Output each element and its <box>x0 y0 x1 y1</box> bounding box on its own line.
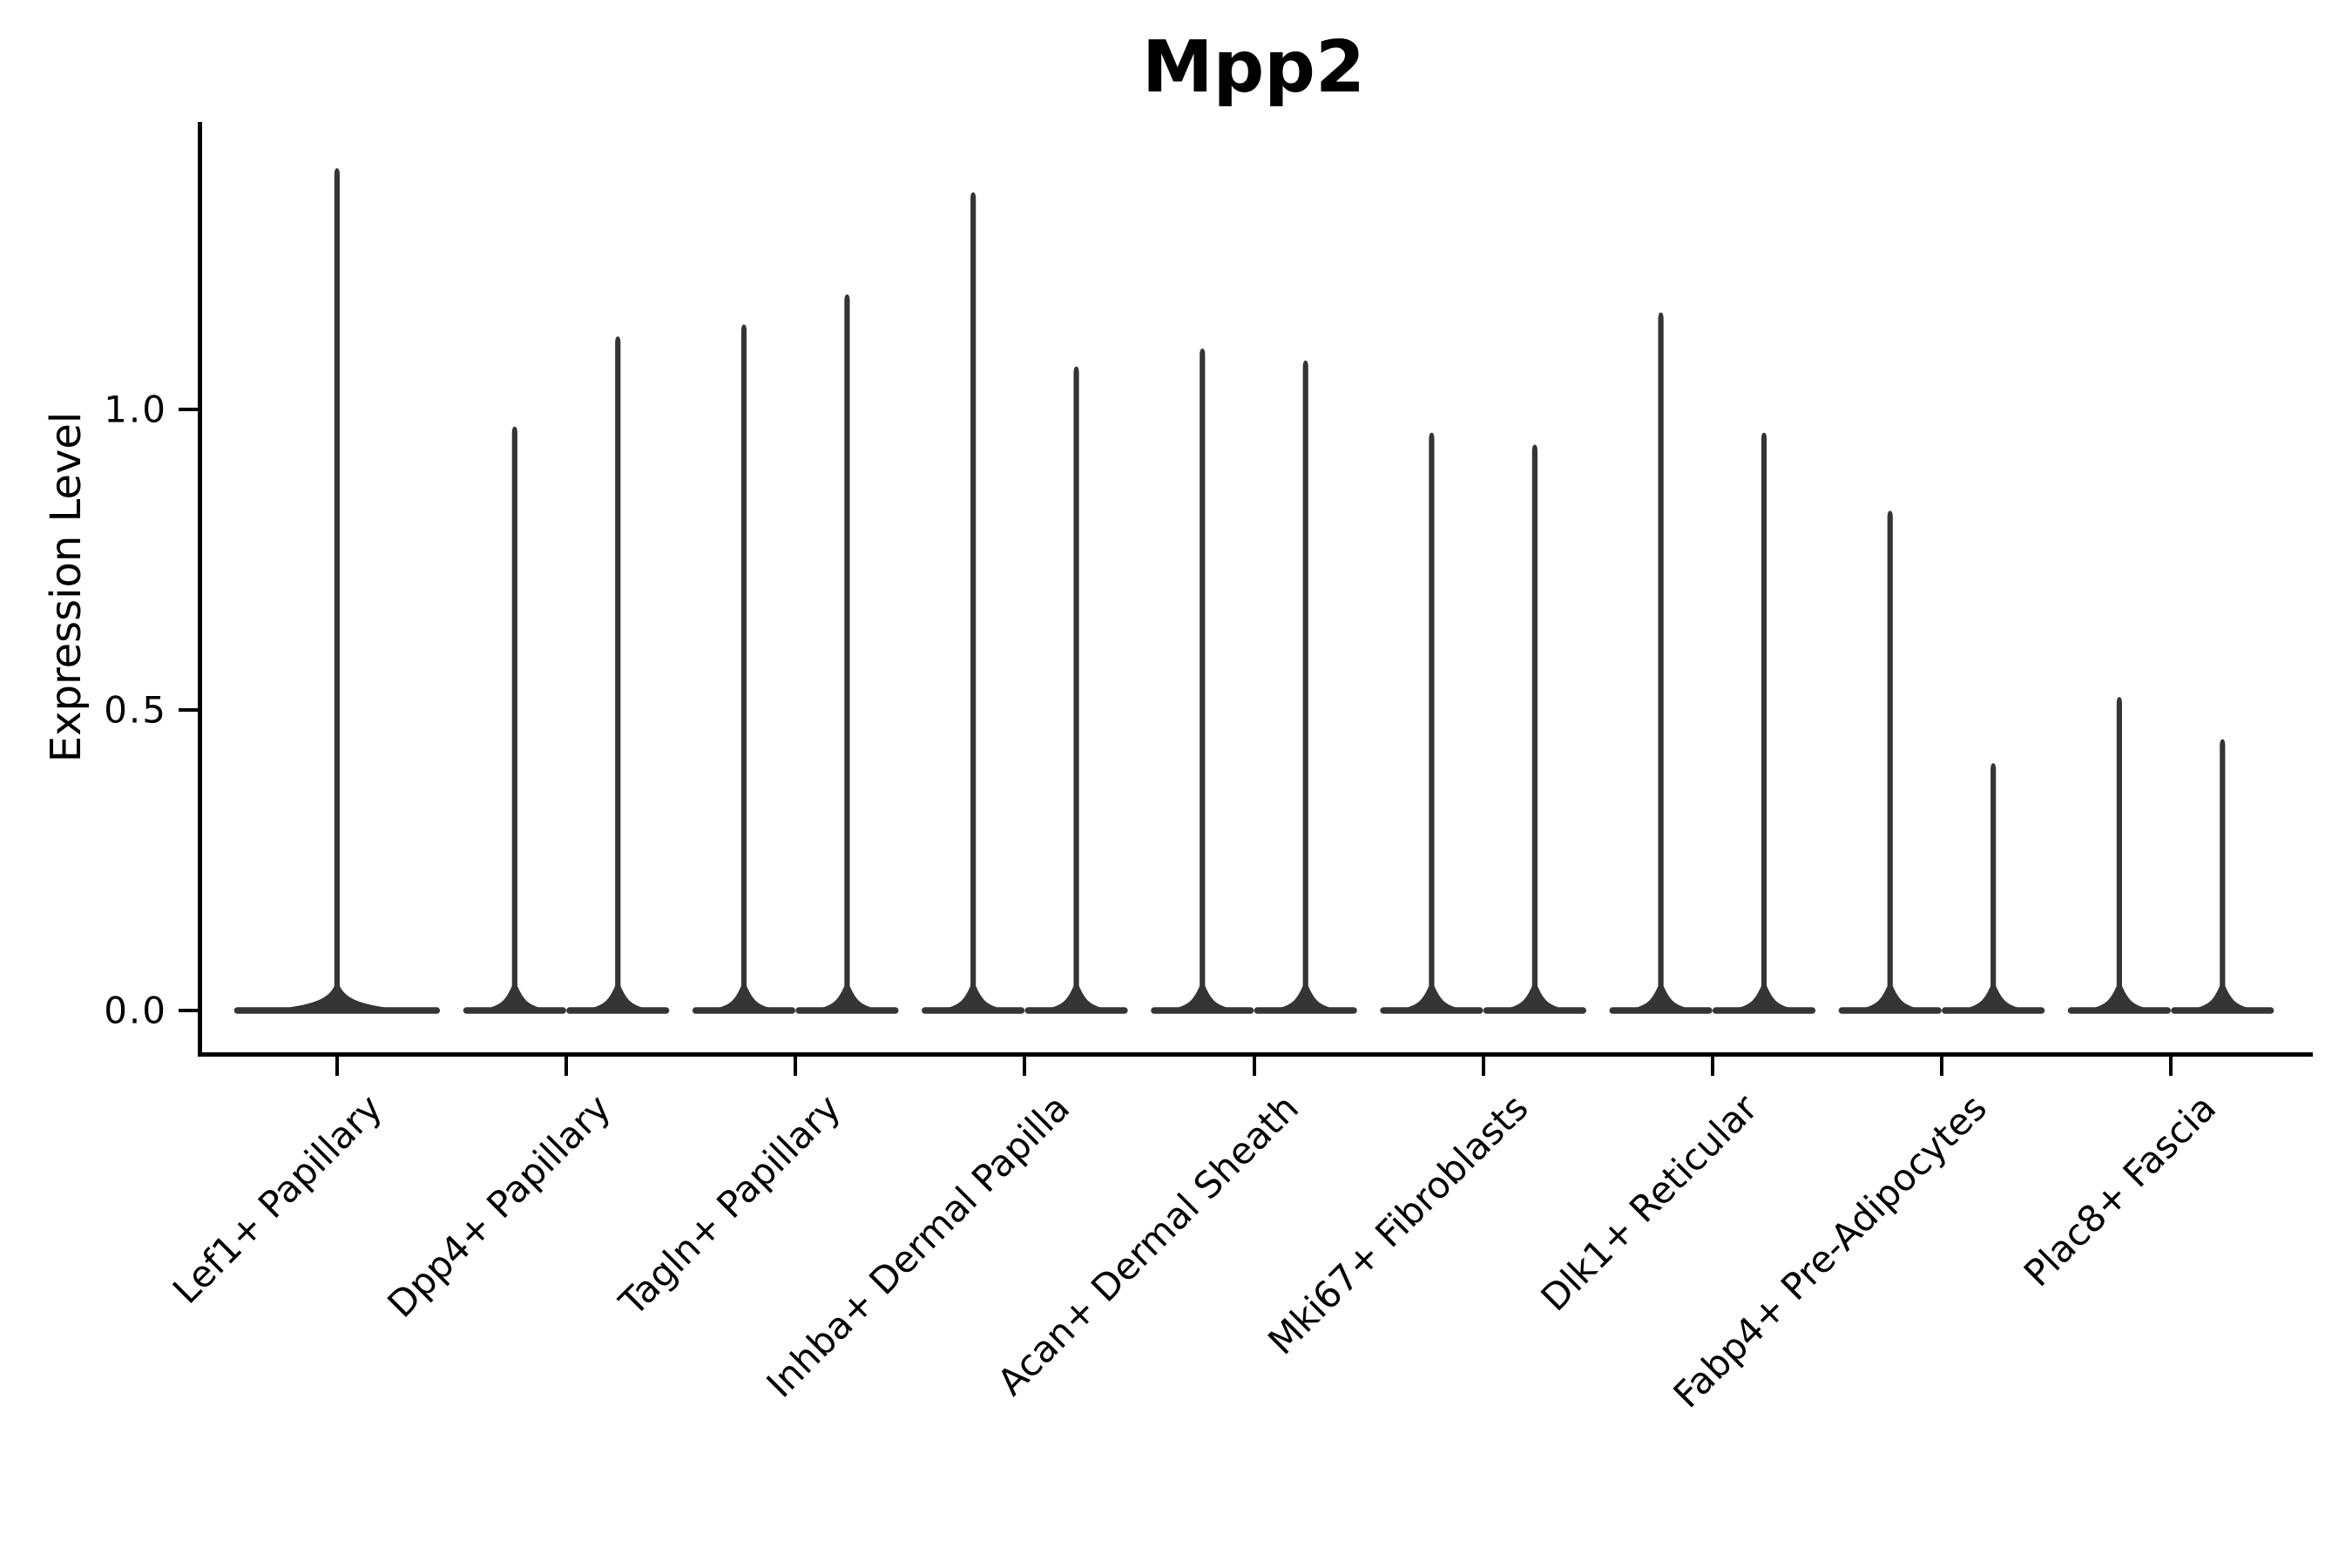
violin-spike <box>1508 444 1562 1010</box>
y-tick-mark <box>179 708 198 712</box>
y-axis-spine <box>198 122 202 1057</box>
violin-spike <box>1863 510 1917 1010</box>
x-tick-mark <box>1252 1057 1256 1076</box>
violin-spike <box>1049 366 1104 1010</box>
plot-title: Mpp2 <box>1141 26 1366 109</box>
violin-spike <box>591 336 645 1010</box>
x-tick-mark <box>2169 1057 2173 1076</box>
violin-spike <box>820 294 874 1010</box>
violin-spike <box>717 324 771 1010</box>
violin-spike <box>284 168 390 1010</box>
violin-spike <box>2195 739 2249 1010</box>
violin-spike <box>2092 697 2146 1010</box>
y-tick-mark <box>179 408 198 411</box>
y-tick-mark <box>179 1009 198 1012</box>
violin-spike <box>1279 360 1333 1010</box>
x-tick-mark <box>1710 1057 1714 1076</box>
x-tick-mark <box>335 1057 339 1076</box>
x-tick-mark <box>1939 1057 1943 1076</box>
violin-spike <box>1966 763 2020 1010</box>
x-axis-spine <box>198 1052 2313 1057</box>
violin-spike <box>1175 348 1229 1010</box>
x-tick-mark <box>1481 1057 1485 1076</box>
x-tick-mark <box>564 1057 569 1076</box>
violin-spike <box>946 192 1000 1010</box>
y-tick-label: 0.0 <box>104 989 167 1032</box>
violin-spike <box>1737 432 1791 1010</box>
x-tick-mark <box>1023 1057 1027 1076</box>
violin-spike <box>488 426 542 1010</box>
x-tick-mark <box>794 1057 798 1076</box>
y-tick-label: 1.0 <box>104 388 167 431</box>
y-tick-label: 0.5 <box>104 688 167 732</box>
violin-spike <box>1404 432 1459 1010</box>
violin-spike <box>1634 312 1688 1010</box>
